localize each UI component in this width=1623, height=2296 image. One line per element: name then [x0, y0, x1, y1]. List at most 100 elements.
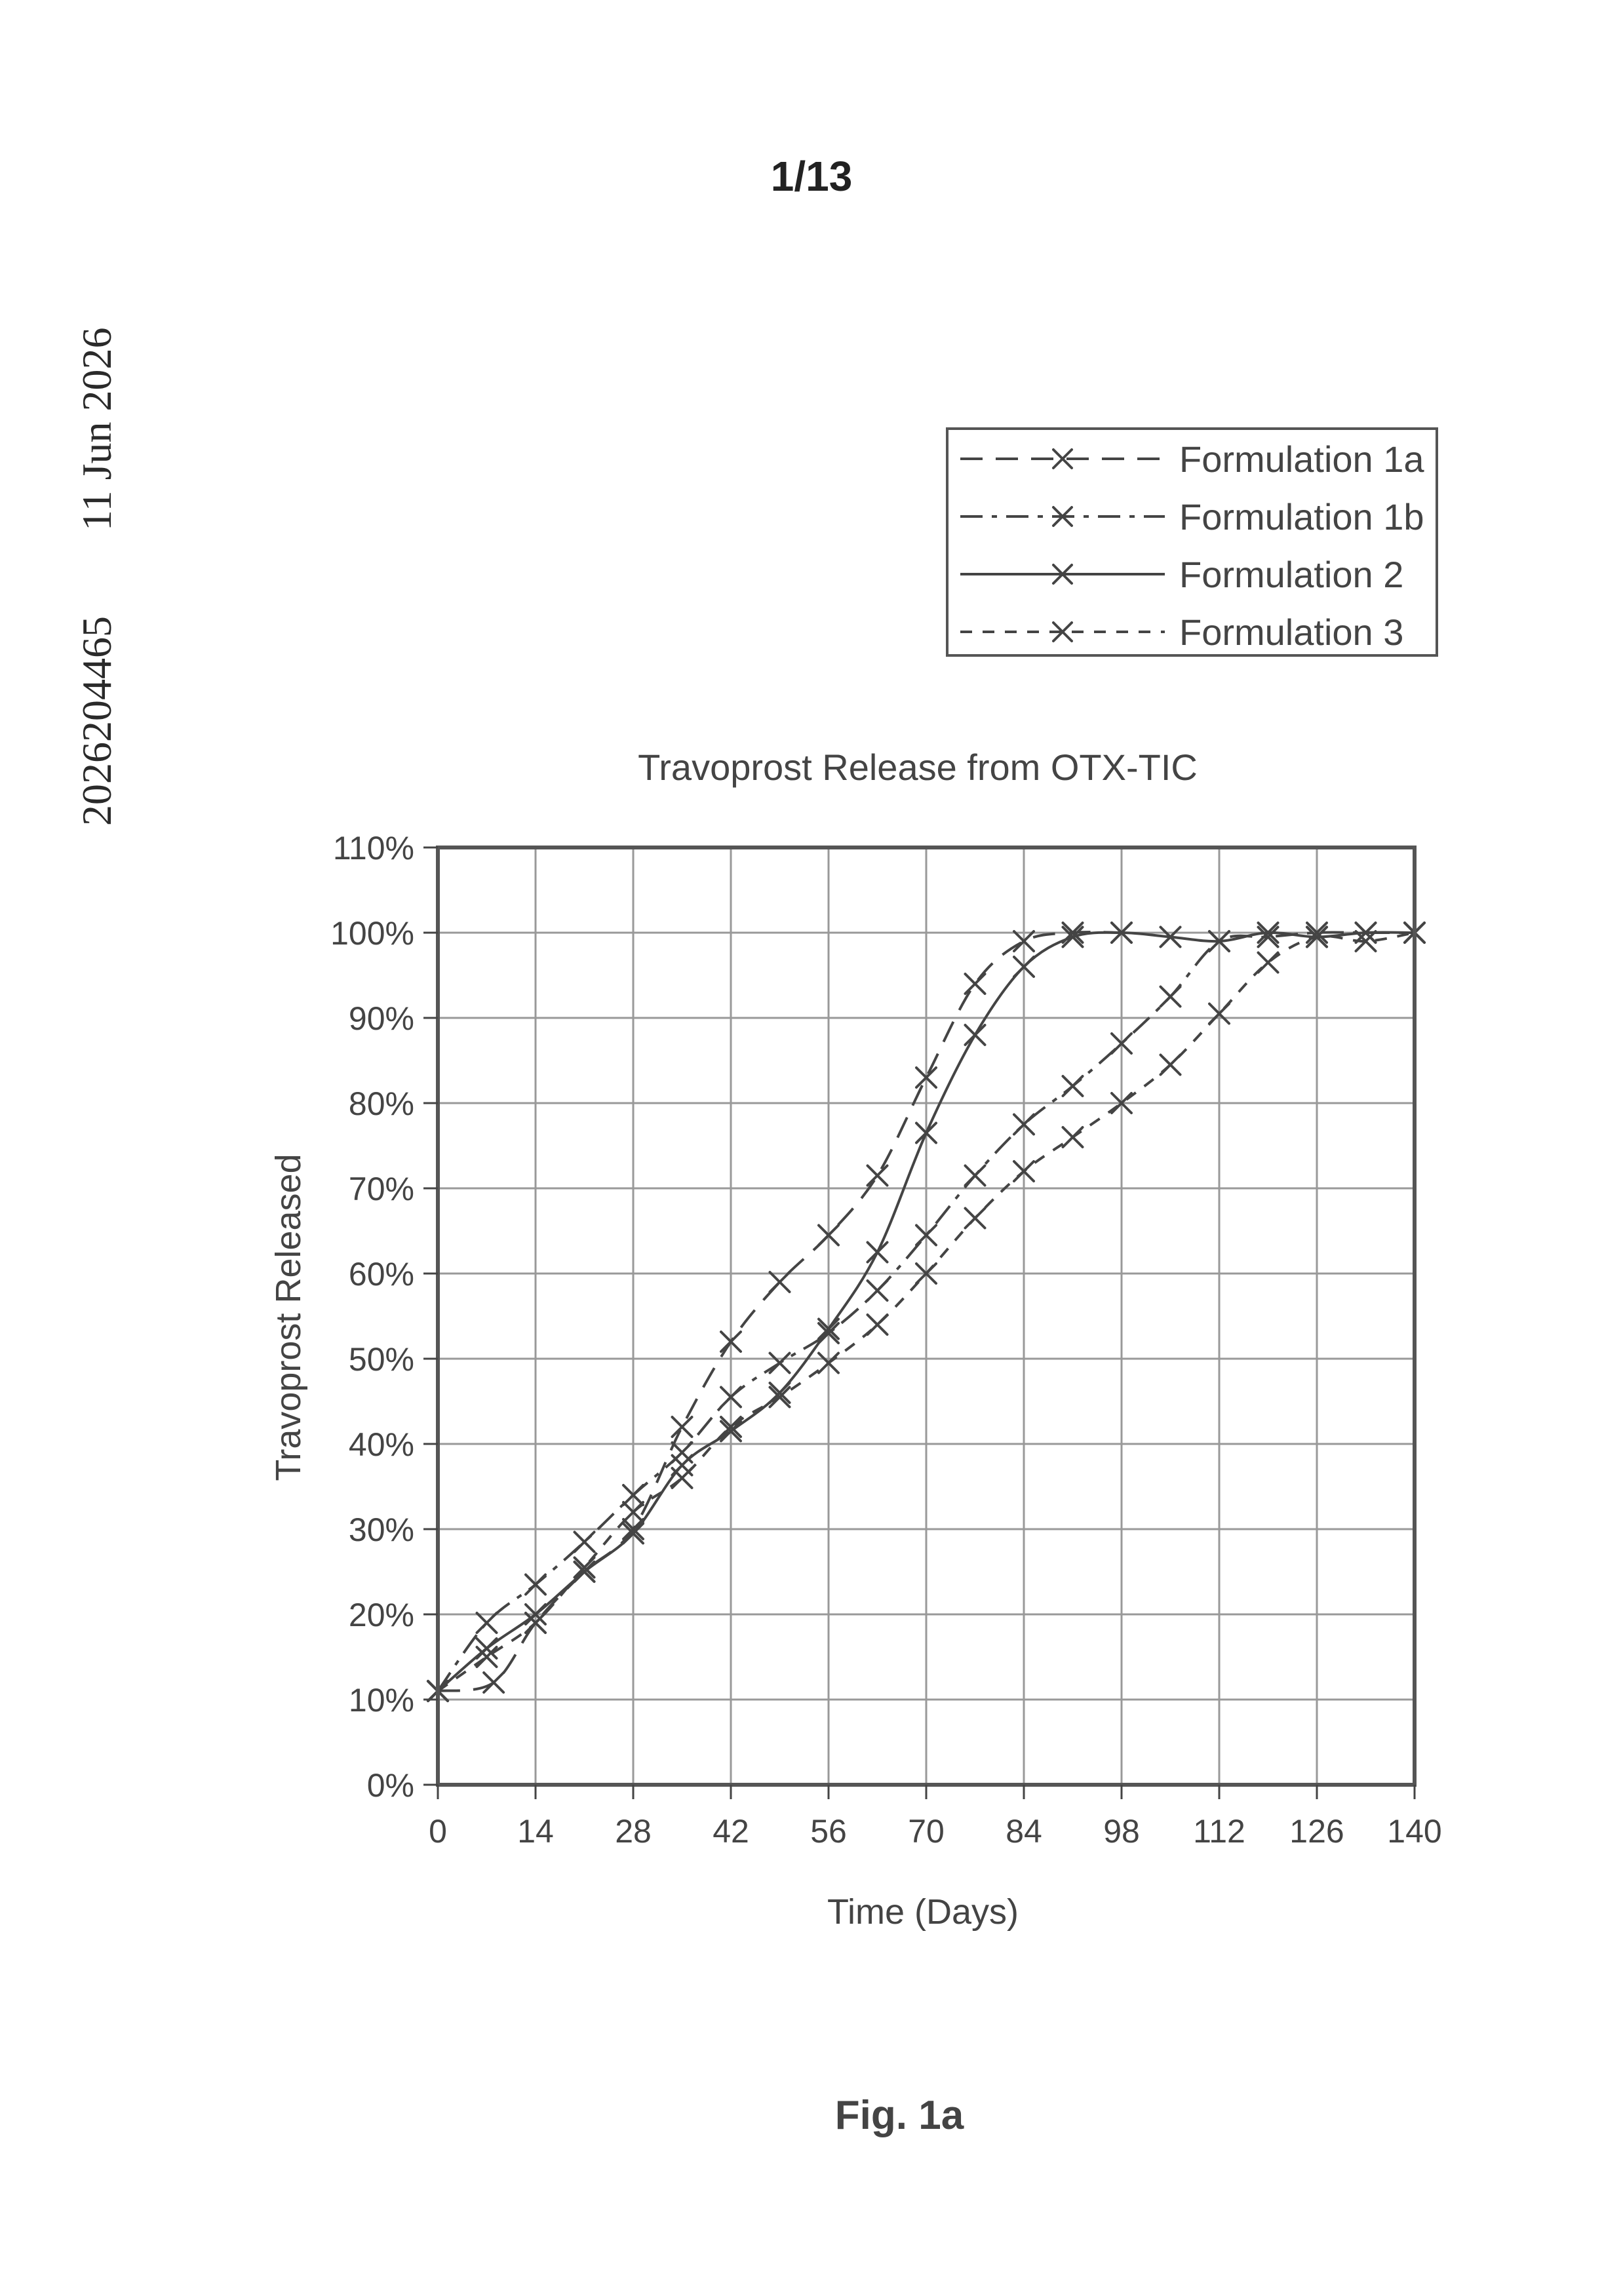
data-point: [622, 1518, 644, 1540]
data-point: [1257, 922, 1280, 944]
x-tick-label: 112: [1193, 1813, 1245, 1850]
x-tick-label: 98: [1103, 1813, 1140, 1850]
data-point: [1061, 1075, 1084, 1097]
legend-label: Formulation 2: [1179, 553, 1404, 595]
data-point: [1013, 1160, 1035, 1182]
data-point: [964, 973, 987, 995]
data-point: [720, 1416, 742, 1438]
data-point: [768, 1382, 791, 1404]
data-point: [1110, 1032, 1133, 1055]
legend-item-formulation-2: Formulation 2: [948, 545, 1436, 603]
data-point: [915, 1224, 937, 1247]
y-tick-label: 70%: [349, 1171, 414, 1207]
data-point: [1013, 956, 1035, 978]
data-point: [1110, 922, 1133, 944]
x-tick-label: 84: [1006, 1813, 1042, 1850]
chart-title: Travoprost Release from OTX-TIC: [638, 747, 1198, 788]
x-tick-label: 126: [1289, 1813, 1344, 1850]
data-point: [1013, 1113, 1035, 1136]
data-point: [475, 1612, 498, 1634]
figure-caption: Fig. 1a: [834, 2093, 964, 2138]
legend-swatch: [960, 621, 1165, 642]
data-point: [475, 1646, 498, 1668]
data-point: [866, 1279, 889, 1302]
y-tick-label: 40%: [349, 1426, 414, 1463]
data-point: [817, 1224, 840, 1247]
data-point: [524, 1573, 547, 1596]
data-point: [671, 1467, 694, 1489]
legend-swatch: [960, 564, 1165, 585]
data-point: [671, 1416, 694, 1438]
legend-item-formulation-1a: Formulation 1a: [948, 430, 1436, 488]
x-tick-label: 28: [615, 1813, 652, 1850]
data-point: [866, 1313, 889, 1336]
data-point: [622, 1522, 644, 1545]
data-point: [768, 1271, 791, 1293]
legend-label: Formulation 1b: [1179, 496, 1424, 537]
data-point: [1159, 985, 1182, 1008]
series-layer: [427, 922, 1426, 1702]
data-point: [622, 1501, 644, 1523]
legend-marker: [1052, 448, 1073, 469]
legend-item-formulation-1b: Formulation 1b: [948, 488, 1436, 545]
x-tick-label: 0: [429, 1813, 447, 1850]
series-line: [437, 931, 1122, 1692]
x-tick-label: 70: [908, 1813, 945, 1850]
x-tick-label: 14: [517, 1813, 554, 1850]
legend-swatch: [960, 506, 1165, 527]
data-point: [524, 1612, 547, 1634]
data-point: [768, 1386, 791, 1409]
series-line: [437, 931, 1415, 1692]
data-point: [475, 1637, 498, 1660]
data-point: [1110, 1092, 1133, 1114]
data-point: [866, 1164, 889, 1187]
data-point: [573, 1561, 596, 1583]
data-point: [482, 1671, 505, 1694]
data-point: [964, 1164, 987, 1187]
y-tick-label: 60%: [349, 1256, 414, 1293]
data-point: [1354, 922, 1377, 944]
legend-label: Formulation 3: [1179, 611, 1404, 653]
data-point: [1061, 1126, 1084, 1148]
data-point: [1306, 925, 1328, 948]
y-tick-label: 0%: [367, 1767, 414, 1804]
data-point: [915, 1121, 937, 1144]
y-tick-label: 110%: [333, 830, 414, 866]
grid-lines: [437, 846, 1416, 1786]
chart-legend: Formulation 1a Formulation 1b Formulatio…: [946, 427, 1438, 657]
data-point: [524, 1603, 547, 1625]
data-point: [768, 1352, 791, 1374]
data-point: [573, 1530, 596, 1553]
y-axis-label: Travoprost Released: [269, 1154, 308, 1481]
x-tick-label: 42: [713, 1813, 749, 1850]
data-point: [915, 1262, 937, 1285]
y-tick-label: 30%: [349, 1511, 414, 1548]
data-point: [1257, 925, 1280, 948]
legend-marker: [1052, 564, 1073, 585]
legend-swatch: [960, 448, 1165, 469]
data-point: [915, 1066, 937, 1089]
x-tick-label: 56: [810, 1813, 847, 1850]
data-point: [1159, 1053, 1182, 1076]
series-line: [437, 931, 1415, 1692]
data-point: [1061, 925, 1084, 948]
data-point: [720, 1386, 742, 1409]
y-tick-label: 80%: [349, 1085, 414, 1122]
y-tick-label: 10%: [349, 1682, 414, 1719]
y-tick-label: 50%: [349, 1341, 414, 1378]
data-point: [817, 1352, 840, 1374]
data-point: [1208, 1002, 1230, 1025]
data-point: [866, 1241, 889, 1264]
data-point: [1159, 925, 1182, 948]
data-point: [817, 1317, 840, 1340]
tick-layer: 0 14 28 42 56 70 84 98 112 126 140 0% 10% 20% 30% 40% 50…: [330, 830, 1442, 1850]
data-point: [573, 1556, 596, 1579]
data-point: [1208, 930, 1230, 952]
data-point: [964, 1207, 987, 1230]
x-axis-label: Time (Days): [827, 1892, 1019, 1932]
data-point: [622, 1484, 644, 1506]
y-tick-label: 90%: [349, 1000, 414, 1037]
legend-marker: [1052, 506, 1073, 527]
data-point: [720, 1420, 742, 1443]
data-point: [1013, 930, 1035, 952]
